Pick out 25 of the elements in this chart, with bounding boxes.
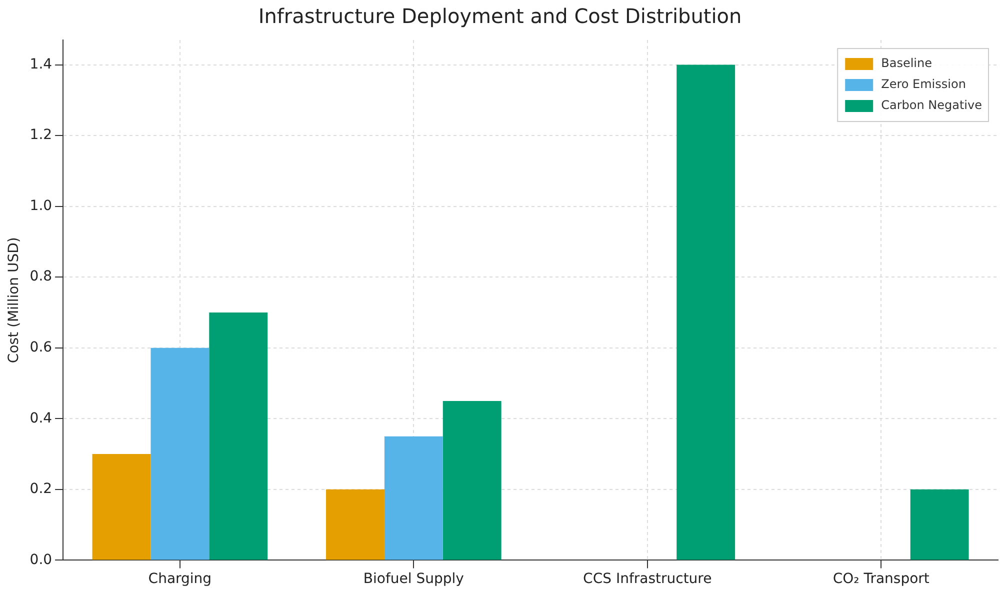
y-tick-label: 0.8 bbox=[30, 268, 52, 285]
bar bbox=[150, 348, 210, 560]
legend-label: Carbon Negative bbox=[881, 98, 982, 112]
y-axis-title: Cost (Million USD) bbox=[6, 237, 22, 364]
chart-title: Infrastructure Deployment and Cost Distribution bbox=[258, 4, 742, 28]
bar bbox=[384, 436, 443, 560]
y-tick-label: 1.2 bbox=[30, 127, 52, 144]
y-tick-label: 1.4 bbox=[30, 56, 52, 72]
y-tick-label: 0.6 bbox=[30, 340, 52, 356]
bar bbox=[676, 64, 736, 560]
y-tick-label: 0.2 bbox=[30, 481, 52, 498]
y-tick-label: 1.0 bbox=[30, 198, 52, 214]
bar bbox=[92, 454, 151, 560]
bar bbox=[910, 489, 969, 560]
legend-label: Baseline bbox=[881, 56, 932, 70]
bar bbox=[326, 489, 384, 560]
y-tick-label: 0.0 bbox=[30, 552, 52, 568]
x-tick-label: CO₂ Transport bbox=[832, 571, 930, 588]
bar bbox=[442, 400, 502, 560]
x-tick-label: Charging bbox=[148, 571, 212, 588]
y-tick-label: 0.4 bbox=[30, 410, 52, 426]
bar bbox=[209, 312, 268, 560]
legend-label: Zero Emission bbox=[881, 77, 966, 92]
x-tick-label: Biofuel Supply bbox=[363, 571, 464, 588]
x-tick-label: CCS Infrastructure bbox=[583, 571, 712, 588]
